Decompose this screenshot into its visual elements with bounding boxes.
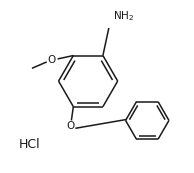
Text: NH$_2$: NH$_2$	[113, 9, 134, 23]
Text: HCl: HCl	[19, 138, 41, 151]
Text: O: O	[48, 55, 56, 65]
Text: O: O	[66, 121, 74, 131]
